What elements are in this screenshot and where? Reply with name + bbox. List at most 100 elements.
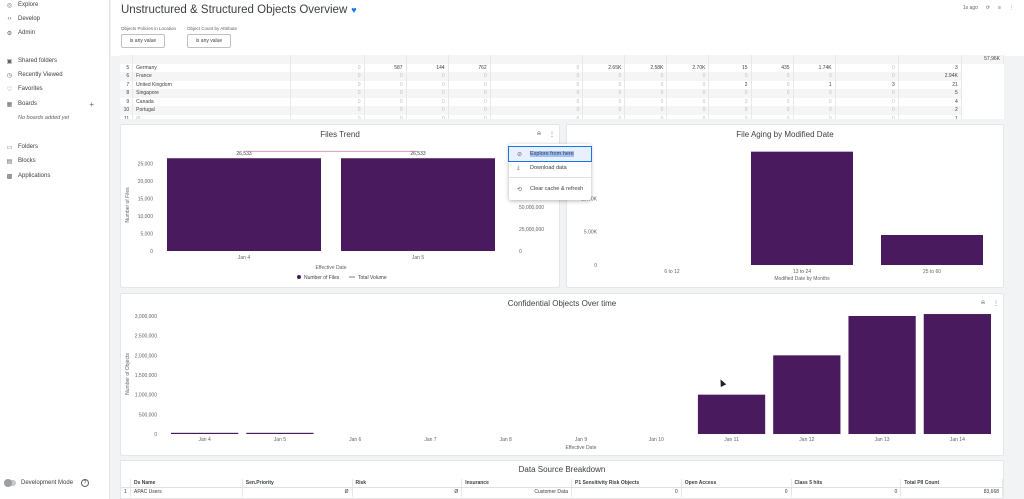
y-tick-label: 2,000,000 xyxy=(135,353,157,359)
menu-explore-from-here[interactable]: ⊘ Explore from here xyxy=(508,146,592,162)
y-axis-label: Number of Files xyxy=(125,187,131,223)
table-cell: 0 xyxy=(793,72,836,81)
filter-toggle-icon[interactable]: ≡ xyxy=(998,5,1001,11)
data-source-title: Data Source Breakdown xyxy=(518,465,606,474)
apps-icon: ▩ xyxy=(6,173,13,180)
y-tick-label: 20,000 xyxy=(138,179,154,185)
table-cell: 0 xyxy=(490,89,584,98)
table-cell xyxy=(666,55,710,64)
add-board-button[interactable]: + xyxy=(89,99,94,109)
table-cell: 0 xyxy=(792,488,902,497)
table-row: 8 Singapore 0 0 0 0 0 0 0 0 0 0 0 0 5 xyxy=(120,89,1004,98)
alert-bell-icon[interactable]: ⍾ xyxy=(981,300,985,306)
sidebar-item-folders[interactable]: ▭ Folders xyxy=(6,144,39,151)
refresh-icon[interactable]: ⟳ xyxy=(985,5,991,11)
table-row: 9 Canada 0 0 0 0 0 0 0 0 0 0 0 0 4 xyxy=(120,97,1004,106)
table-cell: 0 xyxy=(624,80,668,89)
x-axis-label: Effective Date xyxy=(565,445,596,451)
table-cell: 0 xyxy=(835,63,899,72)
sidebar-item-favorites[interactable]: ♡ Favorites xyxy=(6,86,43,93)
filter-location-button[interactable]: is any value xyxy=(121,34,165,48)
gear-icon: ⚙ xyxy=(6,30,13,37)
table-cell: 2.94K xyxy=(898,72,962,81)
table-cell: 0 xyxy=(708,106,752,115)
files-trend-card: Files Trend ⍾ ⋮ 0 5,000 10,000 15,000 20,000… xyxy=(120,124,560,288)
table-cell: 4 xyxy=(898,97,962,106)
table-cell: 0 xyxy=(751,72,794,81)
filter-attribute-button[interactable]: is any value xyxy=(187,34,231,48)
column-header[interactable]: Risk xyxy=(353,479,463,487)
folder-shared-icon: ▣ xyxy=(6,58,13,65)
y-tick-label: 3,000,000 xyxy=(135,314,157,320)
breadcrumb[interactable]: ... xyxy=(121,0,125,5)
table-cell: 1 xyxy=(793,80,836,89)
table-cell: 3 xyxy=(898,63,962,72)
column-header[interactable]: Total PII Count xyxy=(901,479,1004,487)
column-header[interactable]: Class 5 hits xyxy=(792,479,902,487)
table-cell: 0 xyxy=(364,89,407,98)
column-header[interactable]: Ds Name xyxy=(131,479,243,487)
table-cell: 0 xyxy=(364,80,407,89)
time-ago: 1s ago xyxy=(962,5,978,11)
y2-tick-label: 50,000,000 xyxy=(519,205,544,211)
table-cell: 0 xyxy=(666,89,710,98)
table-cell: 0 xyxy=(624,106,668,115)
sidebar-item-recently-viewed[interactable]: ◷ Recently Viewed xyxy=(6,72,63,79)
more-menu-icon[interactable]: ⋮ xyxy=(1009,5,1014,11)
table-cell: 7 xyxy=(120,80,134,89)
column-header[interactable] xyxy=(121,479,131,487)
table-cell: 0 xyxy=(448,80,491,89)
blocks-icon: ▤ xyxy=(6,158,13,165)
x-tick-label: Jan 4 xyxy=(199,437,211,443)
help-icon[interactable]: ? xyxy=(81,479,90,487)
table-cell: 0 xyxy=(682,488,792,497)
bar xyxy=(881,235,983,265)
y-tick-label: 5.00K xyxy=(584,230,598,236)
sidebar-item-explore[interactable]: ◎ Explore xyxy=(6,2,39,9)
table-cell: 0 xyxy=(835,106,899,115)
favorite-heart-icon[interactable]: ♥ xyxy=(351,5,357,15)
sidebar: ◎ Explore ‹› Develop ⚙ Admin ▣ Shared folder… xyxy=(0,0,110,499)
table-cell: 57,96K xyxy=(961,55,1004,64)
table-cell: 9 xyxy=(120,97,134,106)
sidebar-item-blocks[interactable]: ▤ Blocks xyxy=(6,158,36,165)
table-cell xyxy=(406,55,449,64)
bar xyxy=(341,158,495,251)
table-cell: 0 xyxy=(666,106,710,115)
bar xyxy=(246,432,314,434)
column-header[interactable]: Sen.Priority xyxy=(243,479,353,487)
bar xyxy=(167,158,321,251)
development-mode-toggle[interactable] xyxy=(4,479,16,487)
table-cell: Singapore xyxy=(132,89,291,98)
alert-bell-icon[interactable]: ⍾ xyxy=(537,131,541,137)
y-tick-label: 0 xyxy=(594,263,597,269)
table-cell xyxy=(120,55,134,64)
column-header[interactable]: Insurance xyxy=(462,479,572,487)
table-cell: 3 xyxy=(835,80,899,89)
menu-clear-cache[interactable]: ⟲ Clear cache & refresh xyxy=(517,186,584,193)
x-tick-label: Jan 6 xyxy=(349,437,361,443)
table-cell xyxy=(835,55,899,64)
sidebar-item-develop[interactable]: ‹› Develop xyxy=(7,16,41,22)
tile-menu-icon[interactable]: ⋮ xyxy=(549,132,555,138)
table-cell: 0 xyxy=(793,97,836,106)
table-cell: 0 xyxy=(290,72,365,81)
table-cell: 5 xyxy=(120,63,134,72)
sidebar-item-boards[interactable]: ▦ Boards + xyxy=(6,99,94,109)
tile-menu-icon[interactable]: ⋮ xyxy=(993,301,999,307)
heart-icon: ♡ xyxy=(6,86,13,93)
sidebar-item-applications[interactable]: ▩ Applications xyxy=(6,173,51,180)
column-header[interactable]: P1 Sensitivity Risk Objects xyxy=(572,479,682,487)
tile-context-menu: ⊘ Explore from here ⤓ Download data ⟲ Clear… xyxy=(508,144,592,200)
development-mode: Development Mode ? xyxy=(4,479,90,487)
table-cell: 0 xyxy=(793,89,836,98)
table-cell: 2.65K xyxy=(582,63,626,72)
table-cell: 144 xyxy=(406,63,449,72)
column-header[interactable]: Open Access xyxy=(682,479,792,487)
sidebar-item-admin[interactable]: ⚙ Admin xyxy=(6,30,36,37)
sidebar-item-shared-folders[interactable]: ▣ Shared folders xyxy=(6,58,58,65)
menu-download-data[interactable]: ⤓ Download data xyxy=(517,164,567,172)
table-cell: United Kingdom xyxy=(132,80,291,89)
table-cell: Customer Data xyxy=(462,488,572,497)
table-cell xyxy=(624,55,668,64)
